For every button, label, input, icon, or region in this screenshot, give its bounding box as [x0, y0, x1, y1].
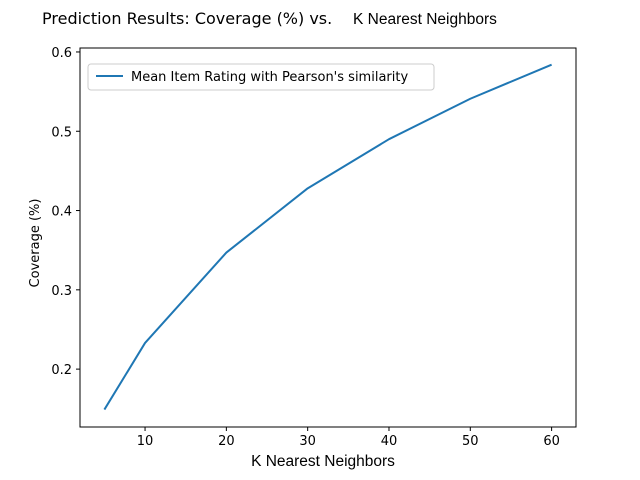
- axis-ticks: 10 20 30 40 50 60 0.2 0.3 0.4 0.5 0.6: [51, 46, 560, 449]
- y-tick-label-2: 0.4: [51, 205, 72, 220]
- x-tick-label-40: 40: [381, 434, 398, 449]
- x-tick-label-20: 20: [218, 434, 235, 449]
- legend-entry-0: Mean Item Rating with Pearson's similari…: [131, 70, 408, 85]
- chart-title-part1: Prediction Results: Coverage (%) vs.: [42, 9, 332, 28]
- y-tick-label-1: 0.3: [51, 284, 72, 299]
- series-layer: [103, 63, 552, 411]
- y-tick-label-0: 0.2: [51, 363, 72, 378]
- x-tick-label-50: 50: [462, 434, 479, 449]
- y-tick-label-3: 0.5: [51, 125, 72, 140]
- y-tick-label-4: 0.6: [51, 46, 72, 61]
- chart-title-part2: K Nearest Neighbors: [353, 11, 497, 28]
- x-tick-label-60: 60: [543, 434, 560, 449]
- x-tick-label-30: 30: [299, 434, 316, 449]
- y-axis-label: Coverage (%): [28, 199, 43, 288]
- legend: Mean Item Rating with Pearson's similari…: [87, 63, 435, 91]
- x-axis-label: K Nearest Neighbors: [251, 453, 395, 470]
- legend-box: [87, 63, 435, 91]
- x-tick-label-10: 10: [137, 434, 154, 449]
- plot-frame: [79, 47, 577, 428]
- series-line-0: [103, 63, 552, 411]
